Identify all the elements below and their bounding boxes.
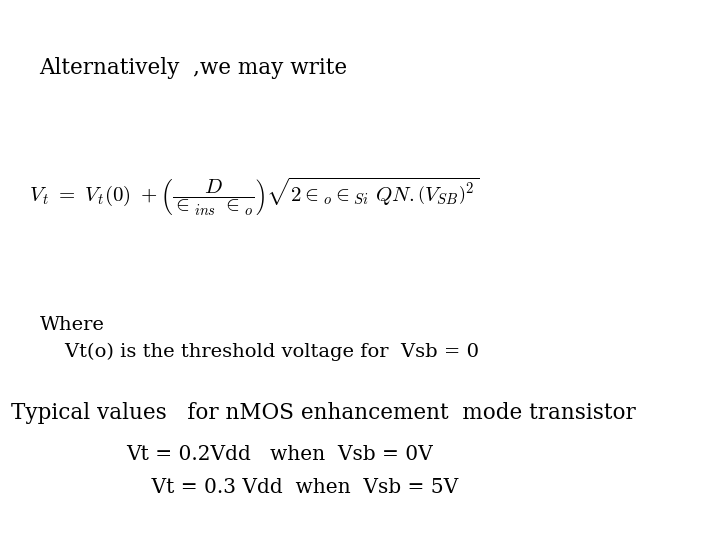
Text: Vt(o) is the threshold voltage for  Vsb = 0: Vt(o) is the threshold voltage for Vsb =… bbox=[40, 343, 479, 361]
Text: Typical values   for nMOS enhancement  mode transistor: Typical values for nMOS enhancement mode… bbox=[11, 402, 636, 424]
Text: Where: Where bbox=[40, 316, 104, 334]
Text: Alternatively  ,we may write: Alternatively ,we may write bbox=[40, 57, 348, 79]
Text: $\mathit{V}$$_{\mathit{t}}$$\ =\ $$\mathit{V}$$_{\mathit{t}}$$\mathit{(0)}$$\ +$: $\mathit{V}$$_{\mathit{t}}$$\ =\ $$\math… bbox=[29, 176, 479, 218]
Text: Vt = 0.3 Vdd  when  Vsb = 5V: Vt = 0.3 Vdd when Vsb = 5V bbox=[126, 478, 458, 497]
Text: Vt = 0.2Vdd   when  Vsb = 0V: Vt = 0.2Vdd when Vsb = 0V bbox=[126, 446, 433, 464]
